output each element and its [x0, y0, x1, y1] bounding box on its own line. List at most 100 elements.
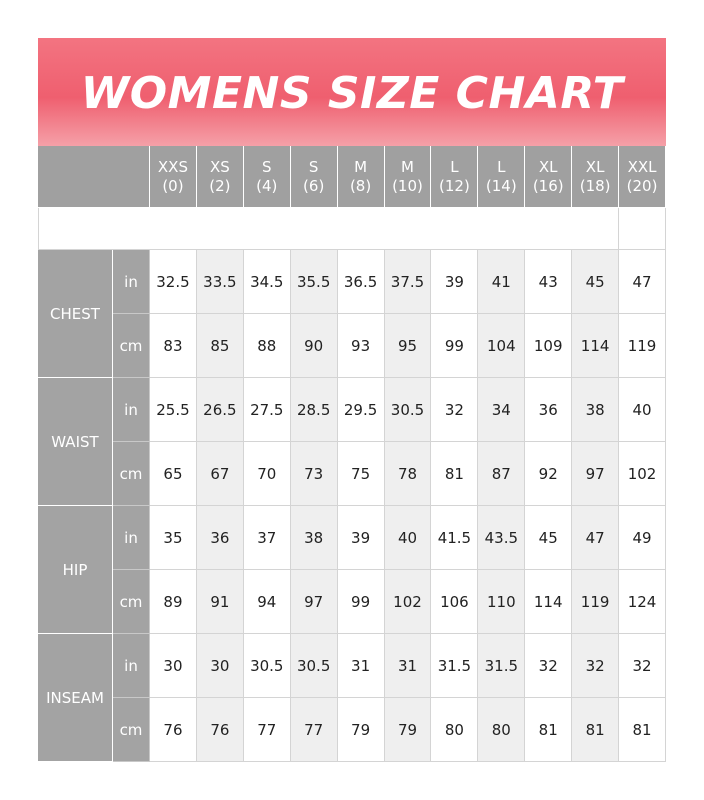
value-cell: 32: [572, 634, 620, 698]
value: 35.5: [296, 272, 331, 291]
value-cell: 99: [337, 570, 385, 634]
value-cell: 80: [431, 698, 479, 762]
column-header: M (8): [337, 146, 385, 208]
unit-label: in: [113, 506, 150, 570]
value-cell: 104: [478, 314, 526, 378]
value: 76: [210, 720, 230, 739]
value-cell: 109: [525, 314, 573, 378]
value: 37: [257, 528, 277, 547]
value: 43.5: [484, 528, 519, 547]
unit: cm: [119, 592, 143, 611]
value: 88: [257, 336, 277, 355]
value: 102: [393, 592, 422, 611]
value-cell: 45: [525, 506, 573, 570]
value-cell: 31: [384, 634, 432, 698]
size-code: (20): [626, 176, 658, 195]
column-header: XS (2): [196, 146, 244, 208]
value: 30.5: [390, 400, 425, 419]
size-label: XL: [538, 157, 558, 176]
unit: cm: [119, 336, 143, 355]
value: 93: [351, 336, 371, 355]
value-cell: 78: [384, 442, 432, 506]
value: 30: [163, 656, 183, 675]
value: 30: [210, 656, 230, 675]
unit-label: in: [113, 634, 150, 698]
size-label: XS: [209, 157, 230, 176]
value-cell: 76: [196, 698, 244, 762]
value: 43: [538, 272, 558, 291]
value-cell: 34.5: [243, 250, 291, 314]
value: 37.5: [390, 272, 425, 291]
value: 70: [257, 464, 277, 483]
column-header: XXS (0): [150, 146, 197, 208]
value: 102: [627, 464, 657, 483]
column-header: XXL (20): [619, 146, 666, 208]
value-cell: 39: [431, 250, 479, 314]
value-cell: 73: [290, 442, 338, 506]
value: 81: [444, 464, 464, 483]
value: 67: [210, 464, 230, 483]
value-cell: 81: [619, 698, 666, 762]
value-cell: 33.5: [196, 250, 244, 314]
value-cell: 38: [290, 506, 338, 570]
value-cell: 30.5: [243, 634, 291, 698]
value: 34.5: [250, 272, 284, 291]
value: 30.5: [296, 656, 331, 675]
value-cell: 87: [478, 442, 526, 506]
value: 40: [397, 528, 418, 547]
value-cell: 31.5: [478, 634, 526, 698]
value-cell: 29.5: [337, 378, 385, 442]
value-cell: 81: [431, 442, 479, 506]
value: 41: [491, 272, 511, 291]
value-cell: 79: [337, 698, 385, 762]
value: 81: [585, 720, 605, 739]
value: 119: [580, 592, 610, 611]
value: 38: [304, 528, 324, 547]
value-cell: 32: [431, 378, 479, 442]
value: 47: [585, 528, 605, 547]
size-code: (0): [162, 176, 184, 195]
value: 31.5: [437, 656, 472, 675]
column-header: S (6): [290, 146, 338, 208]
unit-label: in: [113, 250, 150, 314]
unit: in: [124, 528, 138, 547]
value: 32.5: [156, 272, 190, 291]
value-cell: 88: [243, 314, 291, 378]
value: 110: [486, 592, 516, 611]
value: 31: [397, 656, 418, 675]
value: 124: [627, 592, 657, 611]
value-cell: 32: [525, 634, 573, 698]
banner: WOMENS SIZE CHART: [38, 38, 666, 146]
size-label: L: [450, 157, 459, 176]
size-code: (16): [532, 176, 564, 195]
value: 104: [486, 336, 516, 355]
value: 28.5: [296, 400, 331, 419]
value-cell: 30.5: [290, 634, 338, 698]
size-label: XXL: [627, 157, 657, 176]
size-code: (14): [485, 176, 517, 195]
value: 79: [351, 720, 371, 739]
value-cell: 81: [572, 698, 620, 762]
value: 25.5: [156, 400, 190, 419]
value-cell: 36: [196, 506, 244, 570]
unit: in: [124, 272, 138, 291]
value: 81: [632, 720, 652, 739]
value-cell: 97: [290, 570, 338, 634]
value: 114: [533, 592, 563, 611]
value: 40: [632, 400, 652, 419]
value-cell: 92: [525, 442, 573, 506]
value-cell: 114: [525, 570, 573, 634]
value-cell: 34: [478, 378, 526, 442]
value-cell: 31: [337, 634, 385, 698]
value-cell: 77: [290, 698, 338, 762]
value-cell: 119: [572, 570, 620, 634]
value: 39: [351, 528, 371, 547]
spacer: [619, 208, 666, 250]
value-cell: 27.5: [243, 378, 291, 442]
value: 36: [210, 528, 230, 547]
value-cell: 110: [478, 570, 526, 634]
value-cell: 32.5: [150, 250, 197, 314]
value-cell: 49: [619, 506, 666, 570]
group-name: HIP: [62, 560, 88, 579]
